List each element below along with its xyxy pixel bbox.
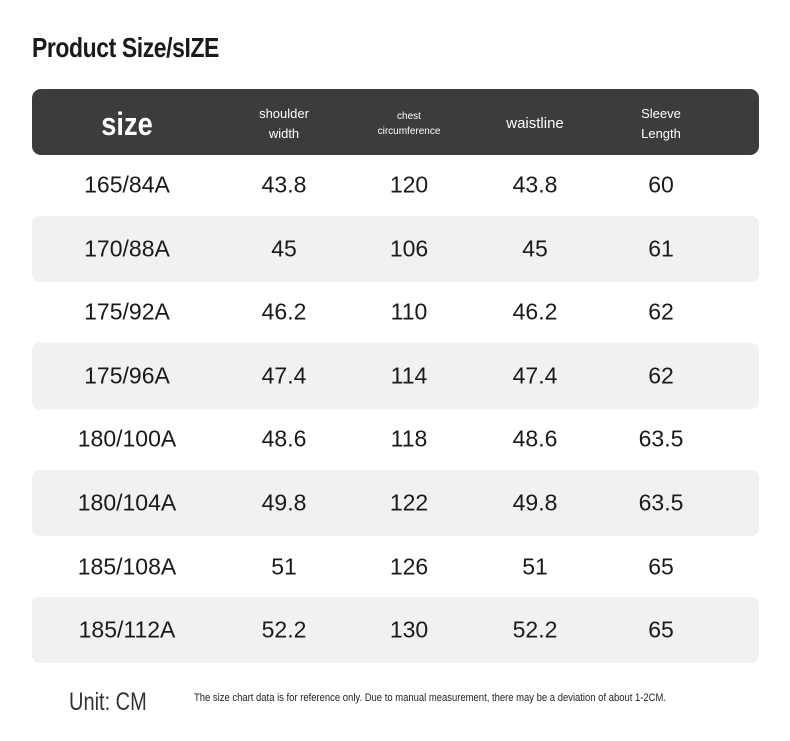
table-cell: 63.5 [638, 425, 684, 452]
table-cell: 130 [389, 616, 429, 643]
table-cell: 48.6 [261, 425, 307, 452]
table-cell: 63.5 [638, 489, 684, 516]
table-cell: 46.2 [512, 298, 558, 325]
table-cell: 114 [390, 362, 428, 389]
row-background [32, 342, 759, 409]
table-cell: 106 [389, 235, 429, 262]
table-cell: 185/112A [78, 616, 176, 643]
table-cell: 51 [271, 553, 297, 580]
table-cell: 180/100A [77, 425, 177, 452]
table-cell: 118 [390, 425, 428, 452]
row-background [32, 470, 759, 536]
table-cell: 45 [271, 235, 297, 262]
table-cell: 51 [522, 553, 548, 580]
header-cell: size [101, 106, 153, 142]
table-cell: 61 [648, 235, 674, 262]
table-cell: 46.2 [261, 298, 307, 325]
table-cell: 180/104A [77, 489, 177, 516]
table-cell: 62 [648, 362, 674, 389]
table-cell: 185/108A [77, 553, 177, 580]
table-cell: 47.4 [512, 362, 558, 389]
table-cell: 52.2 [261, 616, 307, 643]
header-cell: Sleeve Length [641, 106, 681, 141]
table-cell: 62 [648, 298, 674, 325]
note: The size chart data is for reference onl… [194, 692, 667, 704]
table-cell: 126 [389, 553, 429, 580]
table-cell: 49.8 [512, 489, 558, 516]
table-cell: 165/84A [84, 171, 170, 198]
row-background [32, 597, 759, 664]
header-cell: waistline [506, 115, 564, 132]
unit: Unit: CM [69, 688, 147, 716]
table-cell: 65 [648, 616, 674, 643]
header-cell: chest circumference [377, 111, 441, 137]
table-cell: 43.8 [512, 171, 558, 198]
table-cell: 170/88A [84, 235, 170, 262]
table-cell: 175/96A [84, 362, 170, 389]
table-cell: 52.2 [512, 616, 558, 643]
table-cell: 48.6 [512, 425, 558, 452]
header-cell: shoulder width [259, 106, 309, 141]
table-cell: 175/92A [84, 298, 170, 325]
table-cell: 43.8 [261, 171, 307, 198]
table-cell: 49.8 [261, 489, 307, 516]
title: Product Size/sIZE [32, 32, 219, 63]
table-cell: 122 [389, 489, 429, 516]
table-cell: 60 [648, 171, 674, 198]
table-cell: 110 [390, 298, 428, 325]
table-cell: 120 [389, 171, 429, 198]
table-header [32, 89, 759, 155]
table-cell: 65 [648, 553, 674, 580]
table-cell: 47.4 [261, 362, 307, 389]
row-background [32, 215, 759, 282]
table-cell: 45 [522, 235, 548, 262]
